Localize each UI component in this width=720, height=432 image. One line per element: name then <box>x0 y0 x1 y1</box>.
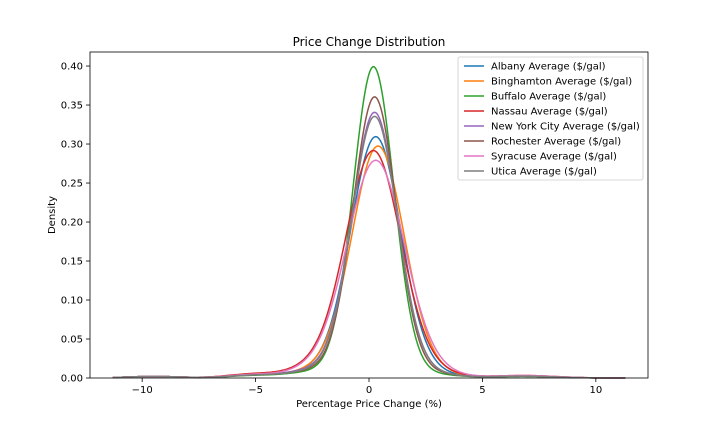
y-tick-label: 0.10 <box>61 296 83 307</box>
y-tick-label: 0.25 <box>61 179 83 190</box>
y-tick-label: 0.20 <box>61 218 83 229</box>
chart-title: Price Change Distribution <box>293 35 446 49</box>
x-tick-label: 0 <box>366 385 372 396</box>
legend: Albany Average ($/gal) Binghamton Average… <box>457 56 644 181</box>
legend-label-2: Buffalo Average ($/gal) <box>491 92 606 103</box>
y-tick-label: 0.35 <box>61 101 83 112</box>
x-tick-label: 5 <box>479 385 485 396</box>
series-line-3 <box>112 149 626 379</box>
series-layer <box>112 66 626 379</box>
y-tick-label: 0.40 <box>61 62 83 73</box>
x-tick-label: 10 <box>589 385 602 396</box>
x-axis: −10 −5 0 5 10 <box>132 378 602 396</box>
y-tick-label: 0.30 <box>61 140 83 151</box>
y-tick-label: 0.15 <box>61 257 83 268</box>
series-line-6 <box>112 159 626 379</box>
legend-frame <box>457 56 644 181</box>
legend-label-4: New York City Average ($/gal) <box>491 122 640 133</box>
plot-area <box>89 51 649 379</box>
x-tick-label: −5 <box>248 385 263 396</box>
legend-label-6: Syracuse Average ($/gal) <box>491 152 617 163</box>
legend-label-3: Nassau Average ($/gal) <box>491 107 608 118</box>
x-tick-label: −10 <box>132 385 153 396</box>
x-axis-title: Percentage Price Change (%) <box>296 399 442 410</box>
legend-label-0: Albany Average ($/gal) <box>491 62 606 73</box>
y-tick-label: 0.05 <box>61 335 83 346</box>
y-axis-title: Density <box>47 196 58 234</box>
y-axis: 0.00 0.05 0.10 0.15 0.20 0.25 0.30 0.35 0.40 <box>61 62 90 385</box>
legend-label-7: Utica Average ($/gal) <box>491 167 597 178</box>
legend-label-1: Binghamton Average ($/gal) <box>491 77 632 88</box>
series-line-1 <box>112 145 626 379</box>
series-line-7 <box>112 115 626 379</box>
y-tick-label: 0.00 <box>61 374 83 385</box>
legend-label-5: Rochester Average ($/gal) <box>491 137 621 148</box>
